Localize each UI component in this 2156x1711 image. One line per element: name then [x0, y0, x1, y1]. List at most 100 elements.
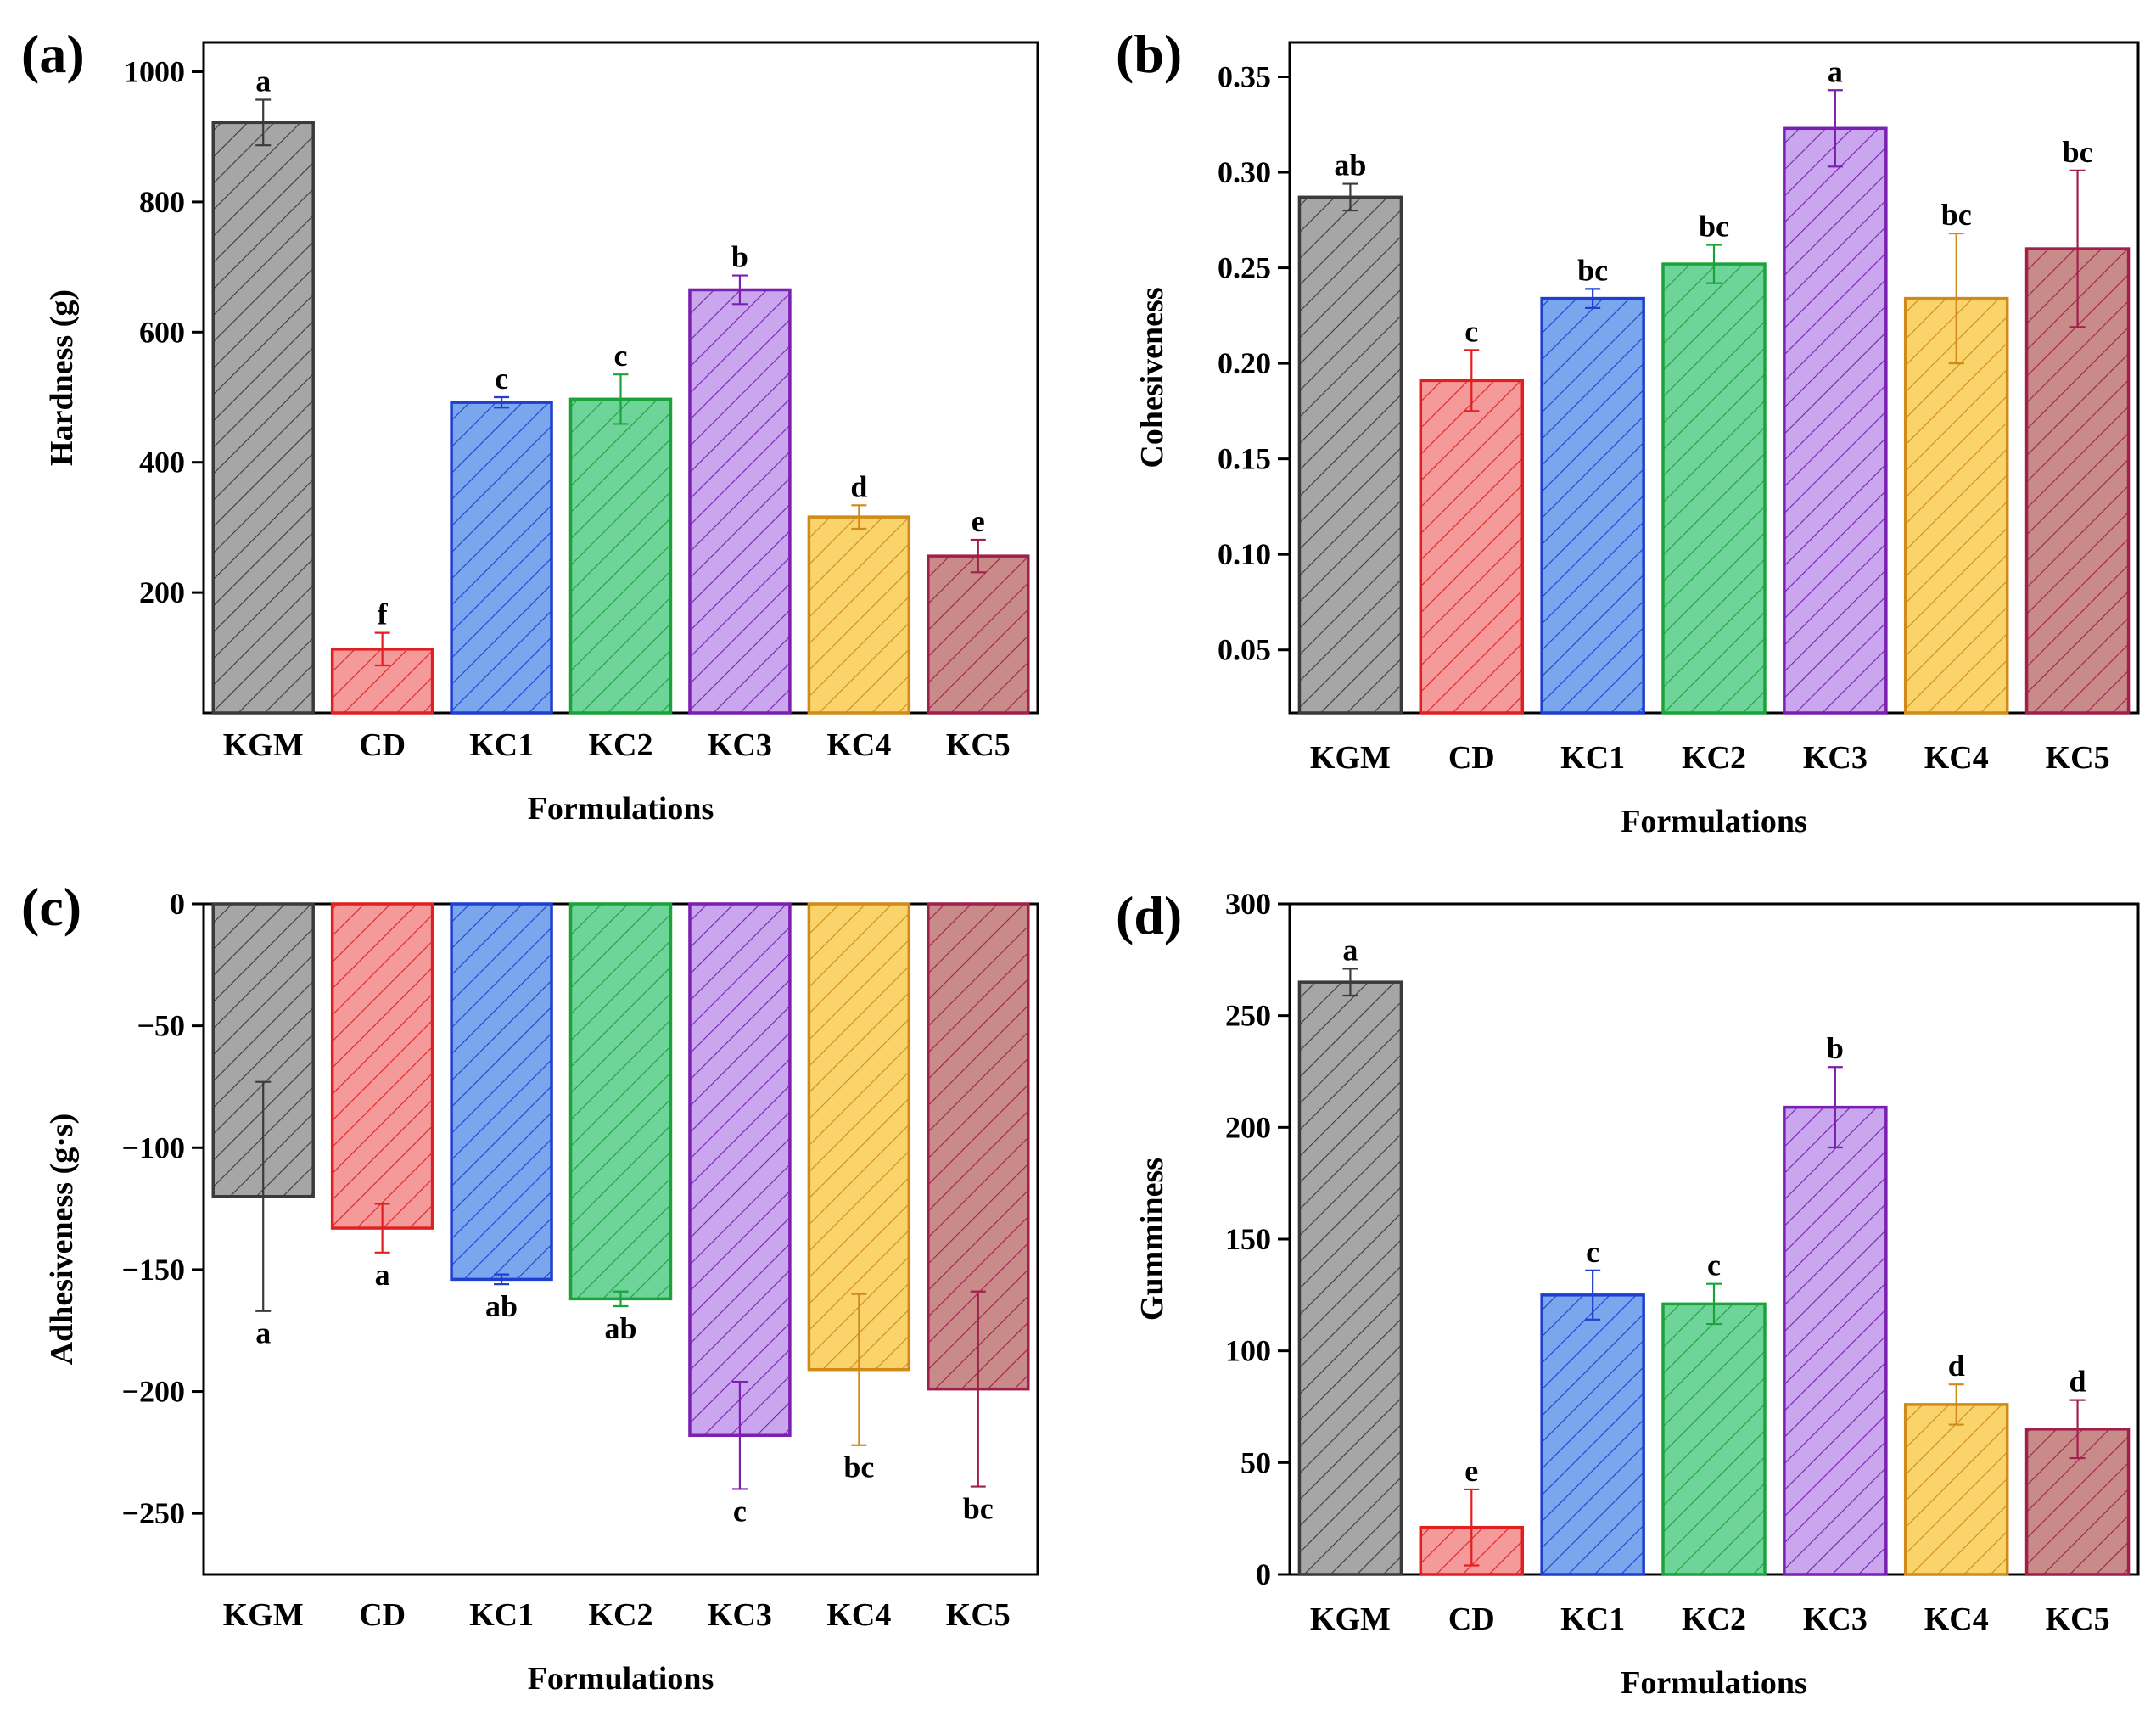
- y-tick-label: 0.15: [1218, 442, 1271, 476]
- bar-kc2: [568, 902, 673, 1301]
- significance-letter: d: [850, 469, 867, 503]
- x-axis-label: Formulations: [1621, 1665, 1807, 1701]
- y-tick-label: 1000: [124, 55, 185, 89]
- x-category-label: KC5: [946, 727, 1011, 763]
- y-tick-label: 0: [1256, 1557, 1271, 1591]
- y-tick-label: 600: [139, 315, 185, 349]
- x-category-label: KC5: [2046, 1602, 2110, 1637]
- bar-kc3: [688, 288, 792, 715]
- significance-letter: bc: [1577, 253, 1608, 287]
- x-category-label: KC4: [826, 1597, 891, 1633]
- y-tick-label: 250: [1225, 999, 1271, 1033]
- bar-kgm: [1297, 980, 1403, 1576]
- x-category-label: CD: [1448, 1602, 1495, 1637]
- x-category-label: KC1: [1560, 740, 1625, 776]
- significance-letter: e: [1464, 1454, 1478, 1488]
- x-category-label: KC4: [1924, 1602, 1989, 1637]
- bar-kc2: [568, 397, 673, 715]
- significance-letter: a: [1342, 933, 1358, 967]
- x-category-label: KGM: [1310, 740, 1391, 776]
- x-axis-label: Formulations: [1621, 804, 1807, 839]
- panel-label: (b): [1116, 24, 1182, 84]
- significance-letter: f: [378, 597, 389, 631]
- significance-letter: bc: [843, 1450, 874, 1484]
- y-tick-label: 0.20: [1218, 346, 1271, 380]
- bar-kc2: [1661, 1302, 1767, 1576]
- significance-letter: c: [495, 362, 508, 395]
- x-category-label: KC5: [2046, 740, 2110, 776]
- significance-letter: ab: [604, 1311, 636, 1345]
- significance-letter: c: [1464, 314, 1478, 348]
- y-tick-label: 100: [1225, 1334, 1271, 1368]
- x-category-label: KC4: [826, 727, 891, 763]
- bar-kgm: [211, 121, 315, 715]
- significance-letter: c: [1586, 1235, 1599, 1269]
- significance-letter: bc: [1941, 198, 1972, 232]
- bar-kc4: [1903, 1403, 2009, 1576]
- bar-kc1: [450, 902, 553, 1282]
- x-category-label: KGM: [223, 727, 304, 763]
- significance-letter: a: [255, 64, 271, 98]
- x-category-label: CD: [359, 727, 406, 763]
- x-axis-label: Formulations: [528, 791, 714, 827]
- significance-letter: a: [375, 1258, 390, 1292]
- significance-letter: ab: [1334, 149, 1366, 182]
- significance-letter: d: [1948, 1349, 1965, 1383]
- y-tick-label: 0.35: [1218, 60, 1271, 94]
- panel-b-cohesiveness-chart: 0.05 0.10 0.15 0.20 0.25 0.30 0.35 ab KGM c CD bc KC…: [1116, 24, 2140, 839]
- x-category-label: KC2: [1682, 1602, 1746, 1637]
- y-tick-label: −150: [121, 1253, 185, 1287]
- panel-c-adhesiveness-chart: 0 −50 −100 −150 −200 −250 a KGM a CD ab KC1 ab KC2 c KC…: [21, 877, 1039, 1697]
- y-tick-label: 200: [1225, 1110, 1271, 1144]
- bar-kc5: [927, 554, 1030, 715]
- significance-letter: e: [972, 504, 985, 538]
- y-tick-label: 50: [1240, 1445, 1271, 1479]
- significance-letter: c: [1707, 1248, 1721, 1282]
- panel-label: (a): [21, 24, 85, 84]
- panel-d-gumminess-chart: 0 50 100 150 200 250 300 a KGM e CD c KC1 c KC2 b KC3 d KC…: [1116, 885, 2140, 1701]
- x-category-label: KGM: [223, 1597, 304, 1633]
- significance-letter: bc: [2063, 135, 2093, 169]
- y-tick-label: 0.30: [1218, 155, 1271, 189]
- bar-kc4: [1903, 296, 2009, 715]
- y-axis-label: Gumminess: [1134, 1158, 1170, 1321]
- x-category-label: CD: [1448, 740, 1495, 776]
- y-tick-label: −200: [121, 1375, 185, 1409]
- x-category-label: KC3: [1803, 1602, 1868, 1637]
- y-axis-label: Cohesiveness: [1134, 287, 1170, 468]
- y-tick-label: −100: [121, 1130, 185, 1164]
- significance-letter: b: [1827, 1031, 1844, 1065]
- y-tick-label: 0.10: [1218, 537, 1271, 571]
- x-category-label: KC1: [469, 1597, 534, 1633]
- y-tick-label: 0: [170, 887, 185, 921]
- significance-letter: c: [614, 339, 628, 373]
- bar-kc1: [1540, 1293, 1645, 1576]
- x-category-label: KC2: [589, 727, 653, 763]
- y-tick-label: 150: [1225, 1222, 1271, 1256]
- x-category-label: KC3: [708, 1597, 772, 1633]
- x-category-label: KC5: [946, 1597, 1011, 1633]
- bar-kc5: [2024, 1428, 2131, 1576]
- significance-letter: c: [733, 1494, 747, 1528]
- x-category-label: KC4: [1924, 740, 1989, 776]
- significance-letter: bc: [1699, 210, 1729, 244]
- x-category-label: KC2: [1682, 740, 1746, 776]
- x-category-label: CD: [359, 1597, 406, 1633]
- bar-kc1: [450, 401, 553, 715]
- y-tick-label: 0.05: [1218, 633, 1271, 667]
- significance-letter: ab: [485, 1289, 518, 1323]
- y-tick-label: −250: [121, 1496, 185, 1530]
- bar-kc3: [1783, 126, 1888, 715]
- y-tick-label: 800: [139, 185, 185, 219]
- bar-cd: [1419, 379, 1525, 715]
- x-category-label: KC2: [589, 1597, 653, 1633]
- x-category-label: KC3: [708, 727, 772, 763]
- y-tick-label: 400: [139, 446, 185, 480]
- x-category-label: KC1: [469, 727, 534, 763]
- y-tick-label: 300: [1225, 887, 1271, 921]
- x-category-label: KC3: [1803, 740, 1868, 776]
- bar-kc3: [1783, 1105, 1888, 1576]
- y-axis-label: Adhesiveness (g·s): [44, 1114, 80, 1366]
- panel-a-hardness-chart: 200 400 600 800 1000 a KGM f CD c KC1 c KC2 b KC3 d KC4 e…: [21, 24, 1039, 827]
